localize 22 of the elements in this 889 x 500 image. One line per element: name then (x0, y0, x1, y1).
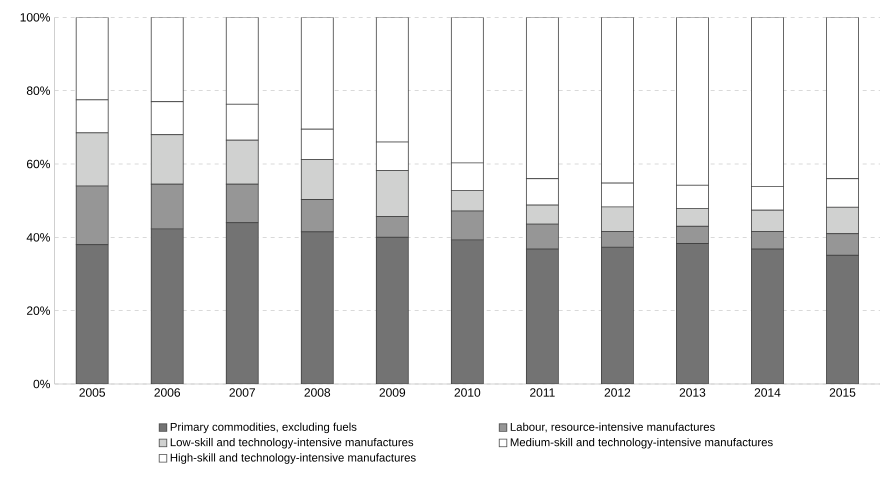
x-tick-label: 2005 (79, 388, 106, 397)
y-tick-label: 60% (26, 160, 50, 168)
x-tick-label: 2008 (304, 388, 330, 397)
legend-label: High-skill and technology-intensive manufactures (170, 453, 416, 464)
x-tick-label: 2007 (230, 388, 255, 397)
legend-label: Primary commodities, excluding fuels (170, 422, 356, 434)
legend-label: Medium-skill and technology-intensive manufactures (510, 438, 773, 448)
x-tick-label: 2015 (830, 388, 856, 397)
y-tick-label: 40% (26, 233, 50, 242)
x-tick-label: 2012 (604, 388, 630, 397)
y-tick-label: 100% (20, 13, 50, 22)
y-tick-label: 20% (26, 306, 50, 315)
x-tick-label: 2010 (454, 388, 480, 397)
x-tick-label: 2009 (380, 388, 406, 397)
x-tick-label: 2011 (530, 388, 555, 397)
legend-label: Low-skill and technology-intensive manufactures (170, 438, 414, 448)
y-tick-label: 80% (26, 86, 50, 95)
x-tick-label: 2006 (154, 388, 180, 397)
x-tick-label: 2013 (680, 388, 706, 397)
legend-label: Labour, resource-intensive manufactures (510, 422, 715, 432)
x-tick-label: 2014 (754, 388, 780, 397)
y-tick-label: 0% (34, 380, 50, 388)
